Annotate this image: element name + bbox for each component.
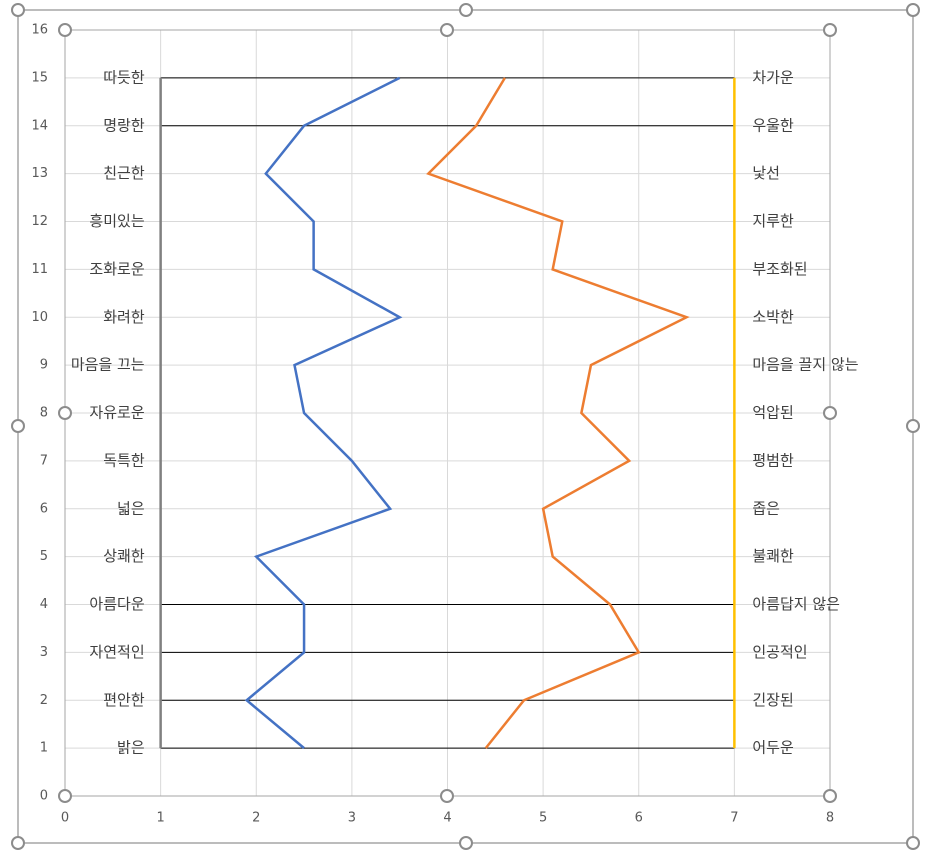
right-label: 억압된 [752,404,793,422]
right-label: 좁은 [752,499,780,517]
profile-line [426,77,690,749]
y-tick-label: 16 [31,23,48,38]
left-label: 상쾌한 [103,547,145,565]
left-label: 독특한 [103,451,145,469]
left-label: 아름다운 [89,595,144,613]
handle[interactable] [823,406,837,420]
x-tick-label: 5 [539,811,547,826]
handle[interactable] [58,23,72,37]
y-tick-label: 6 [40,501,48,516]
handle[interactable] [11,836,25,850]
right-label: 아름답지 않은 [752,595,840,613]
handle[interactable] [11,419,25,433]
handle[interactable] [906,419,920,433]
handle[interactable] [58,789,72,803]
handle[interactable] [823,789,837,803]
left-label: 편안한 [103,691,145,709]
handle[interactable] [459,3,473,17]
left-label: 자유로운 [89,404,144,422]
handle[interactable] [58,406,72,420]
y-tick-label: 10 [31,310,48,325]
left-label: 마음을 끄는 [71,356,145,374]
x-tick-label: 2 [252,811,260,826]
x-tick-label: 7 [730,811,738,826]
handle[interactable] [906,3,920,17]
x-tick-label: 6 [635,811,643,826]
left-label: 따듯한 [103,68,145,86]
profile-line [244,76,403,750]
y-tick-label: 0 [40,789,48,804]
left-label: 조화로운 [89,260,144,278]
handle[interactable] [11,3,25,17]
left-label: 자연적인 [89,643,144,661]
right-label: 마음을 끌지 않는 [752,356,858,374]
y-tick-label: 15 [31,70,48,85]
y-tick-label: 2 [40,693,48,708]
grid [64,29,831,797]
right-label: 낯선 [752,164,780,182]
right-label: 어두운 [752,739,794,757]
right-label: 불쾌한 [752,547,794,565]
right-label: 차가운 [752,68,794,86]
y-tick-label: 1 [40,741,48,756]
y-tick-label: 7 [40,453,48,468]
right-label: 부조화된 [752,260,807,278]
y-tick-label: 5 [40,549,48,564]
right-label: 소박한 [752,308,794,326]
right-label: 우울한 [752,116,794,134]
handle[interactable] [823,23,837,37]
left-label: 화려한 [103,308,145,326]
x-tick-label: 4 [443,811,451,826]
handle[interactable] [459,836,473,850]
handle[interactable] [440,789,454,803]
left-label: 밝은 [117,739,145,757]
y-tick-label: 11 [31,262,48,277]
handle[interactable] [440,23,454,37]
y-tick-label: 14 [31,118,48,133]
right-label: 지루한 [752,212,794,230]
y-tick-label: 13 [31,166,48,181]
left-label: 명랑한 [103,116,145,134]
x-tick-label: 8 [826,811,834,826]
x-tick-label: 3 [348,811,356,826]
y-tick-label: 8 [40,406,48,421]
y-tick-label: 12 [31,214,48,229]
left-label: 넓은 [117,499,145,517]
y-tick-label: 9 [40,358,48,373]
selection-handles[interactable] [11,3,920,850]
right-label: 긴장된 [752,691,793,709]
marks [159,76,736,750]
handle[interactable] [906,836,920,850]
left-label: 친근한 [103,164,145,182]
left-label: 흥미있는 [89,212,144,230]
x-tick-label: 1 [156,811,164,826]
right-label: 평범한 [752,451,794,469]
x-tick-label: 0 [61,811,69,826]
y-tick-label: 3 [40,645,48,660]
right-label: 인공적인 [752,643,807,661]
y-tick-label: 4 [40,597,48,612]
